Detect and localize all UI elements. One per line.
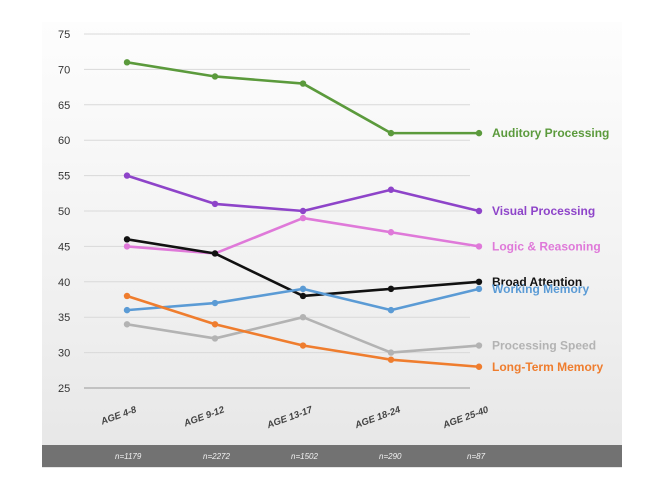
y-tick-label: 65 — [58, 100, 70, 112]
data-point-long-term-memory — [475, 363, 483, 370]
data-point-visual-processing — [211, 200, 219, 208]
series-lines — [123, 59, 483, 370]
sample-size-label: n=2272 — [203, 452, 230, 461]
data-point-visual-processing — [299, 207, 307, 215]
x-tick-label: AGE 13-17 — [265, 404, 315, 431]
series-label-visual-processing: Visual Processing — [492, 204, 595, 218]
series-label-auditory-processing: Auditory Processing — [492, 126, 609, 140]
data-point-broad-attention — [475, 278, 483, 285]
y-tick-label: 75 — [58, 29, 70, 41]
data-point-processing-speed — [387, 349, 395, 356]
data-point-working-memory — [387, 306, 395, 314]
data-point-processing-speed — [123, 321, 131, 328]
data-point-logic-reasoning — [387, 229, 395, 236]
series-line-auditory-processing — [126, 61, 479, 135]
sample-size-label: n=1179 — [115, 452, 142, 461]
y-tick-label: 45 — [58, 241, 70, 253]
sample-size-label: n=87 — [467, 452, 486, 461]
y-tick-label: 40 — [58, 277, 70, 289]
data-point-long-term-memory — [211, 321, 219, 328]
data-point-visual-processing — [387, 186, 395, 193]
y-axis-ticks: 75 70 65 60 55 50 45 40 35 30 25 — [58, 29, 70, 395]
data-point-processing-speed — [475, 342, 483, 349]
data-point-long-term-memory — [123, 292, 131, 300]
x-tick-label: AGE 18-24 — [353, 404, 403, 431]
series-label-processing-speed: Processing Speed — [492, 339, 596, 353]
data-point-working-memory — [123, 306, 131, 314]
series-labels: Auditory Processing Visual Processing Logi… — [492, 126, 609, 374]
y-tick-label: 30 — [58, 348, 70, 360]
data-point-auditory-processing — [475, 129, 483, 137]
sample-size-band — [42, 445, 622, 467]
y-tick-label: 60 — [58, 135, 70, 147]
series-label-long-term-memory: Long-Term Memory — [492, 360, 603, 374]
data-point-auditory-processing — [123, 59, 131, 66]
data-point-processing-speed — [299, 314, 307, 321]
series-label-working-memory: Working Memory — [492, 282, 589, 296]
data-point-long-term-memory — [387, 356, 395, 363]
data-point-working-memory — [211, 299, 219, 307]
x-axis-ticks: AGE 4-8 AGE 9-12 AGE 13-17 AGE 18-24 AGE 25-… — [99, 404, 491, 431]
y-tick-label: 55 — [58, 171, 70, 183]
data-point-broad-attention — [299, 292, 307, 300]
data-point-processing-speed — [211, 335, 219, 342]
y-tick-label: 50 — [58, 206, 70, 218]
data-point-broad-attention — [211, 250, 219, 257]
data-point-visual-processing — [475, 207, 483, 215]
data-point-working-memory — [299, 285, 307, 293]
y-tick-label: 35 — [58, 312, 70, 324]
data-point-visual-processing — [123, 172, 131, 179]
sample-size-labels: n=1179 n=2272 n=1502 n=290 n=87 — [115, 452, 486, 461]
data-point-logic-reasoning — [123, 243, 131, 250]
data-point-logic-reasoning — [299, 214, 307, 222]
data-point-broad-attention — [123, 236, 131, 243]
gridlines — [84, 33, 470, 389]
chart-background — [42, 22, 622, 468]
x-tick-label: AGE 9-12 — [182, 404, 227, 429]
data-point-working-memory — [475, 285, 483, 293]
series-label-logic-reasoning: Logic & Reasoning — [492, 239, 601, 253]
data-point-long-term-memory — [299, 342, 307, 349]
data-point-auditory-processing — [211, 73, 219, 80]
data-point-auditory-processing — [387, 129, 395, 137]
series-label-broad-attention: Broad Attention — [492, 275, 582, 289]
x-tick-label: AGE 4-8 — [99, 404, 139, 428]
data-point-auditory-processing — [299, 80, 307, 87]
data-point-logic-reasoning — [475, 243, 483, 250]
y-tick-label: 70 — [58, 64, 70, 76]
series-line-visual-processing — [126, 174, 480, 213]
sample-size-label: n=290 — [379, 452, 402, 461]
data-point-broad-attention — [387, 285, 395, 293]
sample-size-label: n=1502 — [291, 452, 318, 461]
x-tick-label: AGE 25-40 — [441, 404, 491, 431]
y-tick-label: 25 — [58, 383, 70, 395]
